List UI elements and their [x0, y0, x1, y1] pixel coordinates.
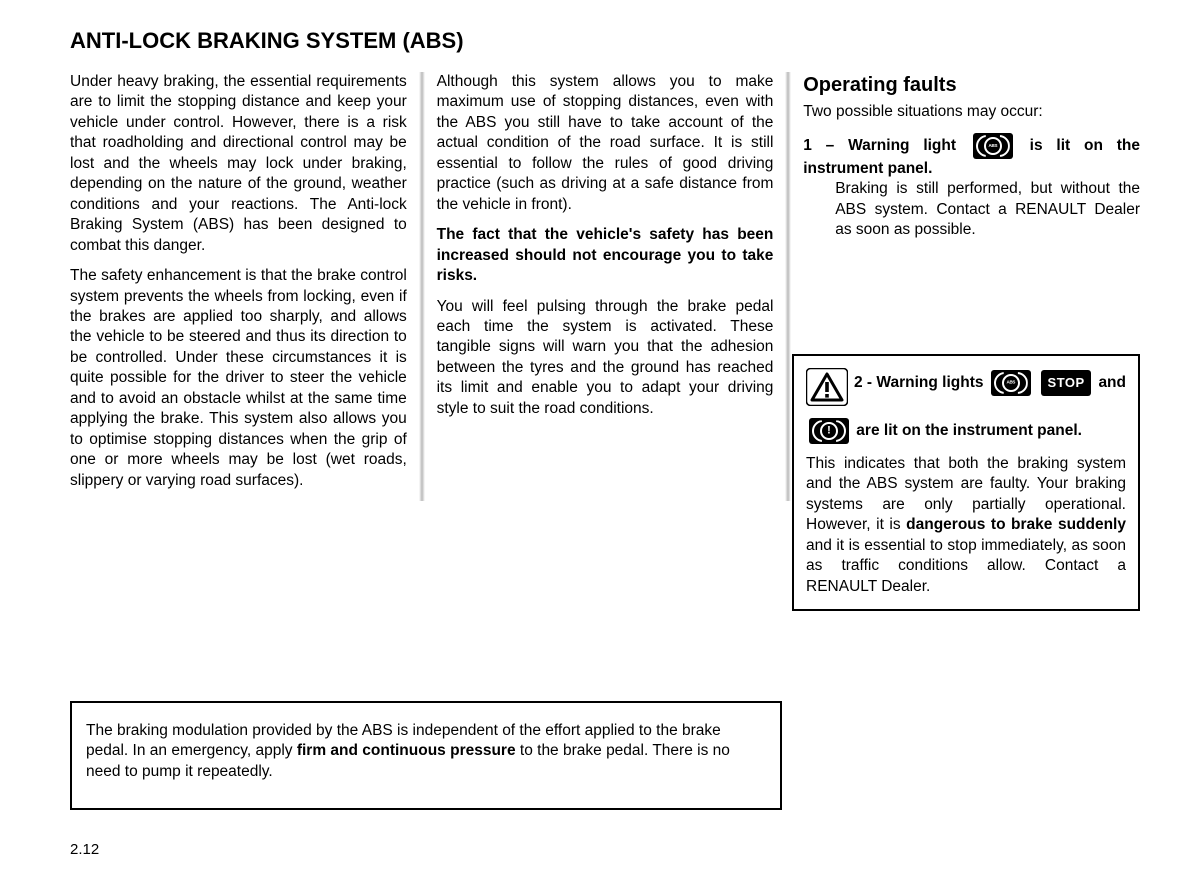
sidebox-pre: 2 - Warning lights — [854, 374, 988, 391]
column-2: Although this system allows you to make … — [437, 72, 774, 501]
column-separator — [785, 72, 791, 501]
sidebox-body-bold: dangerous to brake suddenly — [906, 516, 1126, 533]
brake-warning-icon — [809, 418, 849, 444]
manual-page: ANTI-LOCK BRAKING SYSTEM (ABS) Under hea… — [0, 0, 1200, 888]
fault-1: 1 – Warning light is lit on the instrume… — [803, 133, 1140, 241]
col1-para1: Under heavy braking, the essential requi… — [70, 72, 407, 256]
col2-para1: Although this system allows you to make … — [437, 72, 774, 215]
footer-note-box: The braking modulation provided by the A… — [70, 701, 782, 810]
fault1-pre: 1 – Warning light — [803, 137, 970, 154]
warning-callout-box: 2 - Warning lights STOP and are lit on t… — [792, 354, 1140, 611]
footer-bold: firm and continuous pressure — [297, 742, 516, 759]
sidebox-post: are lit on the instrument panel. — [852, 422, 1082, 439]
col2-para2-bold: The fact that the vehicle's safety has b… — [437, 225, 774, 286]
warning-callout-head: 2 - Warning lights STOP and are lit on t… — [806, 368, 1126, 446]
caution-triangle-icon — [806, 368, 848, 416]
sidebox-body-post: and it is essential to stop immediately,… — [806, 537, 1126, 595]
fault1-body: Braking is still performed, but without … — [803, 179, 1140, 240]
page-title: ANTI-LOCK BRAKING SYSTEM (ABS) — [70, 28, 1140, 54]
column-separator — [419, 72, 425, 501]
page-number: 2.12 — [70, 841, 99, 858]
col1-para2: The safety enhancement is that the brake… — [70, 266, 407, 491]
operating-faults-heading: Operating faults — [803, 72, 1140, 98]
stop-warning-icon: STOP — [1041, 370, 1091, 396]
column-1: Under heavy braking, the essential requi… — [70, 72, 407, 501]
sidebox-body: This indicates that both the braking sys… — [806, 454, 1126, 597]
abs-warning-icon — [991, 370, 1031, 396]
col2-para3: You will feel pulsing through the brake … — [437, 297, 774, 420]
abs-warning-icon — [973, 133, 1013, 159]
sidebox-mid: and — [1094, 374, 1126, 391]
faults-intro: Two possible situations may occur: — [803, 102, 1140, 122]
